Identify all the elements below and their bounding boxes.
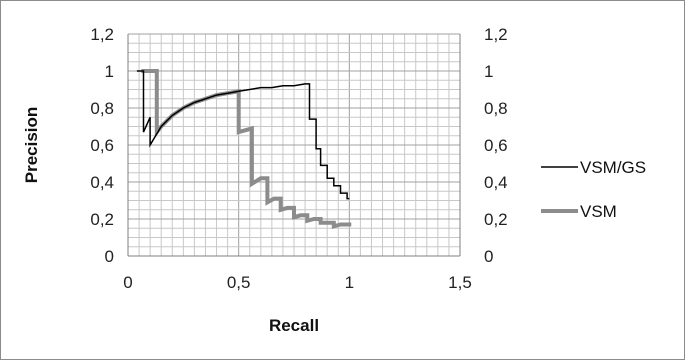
series-line-vsm-gs bbox=[136, 70, 350, 200]
y-tick-label-right: 0,2 bbox=[484, 210, 508, 229]
y-tick-label-left: 0 bbox=[105, 247, 114, 266]
x-tick-label: 1,5 bbox=[448, 273, 472, 292]
y-tick-label-left: 1 bbox=[105, 62, 114, 81]
x-tick-label: 0,5 bbox=[227, 273, 251, 292]
y-tick-label-right: 0,8 bbox=[484, 99, 508, 118]
y-tick-label-left: 0,4 bbox=[90, 173, 114, 192]
y-axis-title: Precision bbox=[22, 107, 41, 184]
series-lines bbox=[136, 69, 352, 230]
y-tick-label-left: 1,2 bbox=[90, 25, 114, 44]
tick-labels: 0 0,5 1 1,5 0 0,2 0,4 0,6 0,8 1 1,2 0 0,2 0,4 0,6 0,8 1 1… bbox=[90, 25, 507, 292]
legend: VSM/GS VSM bbox=[541, 158, 646, 221]
y-tick-label-right: 1,2 bbox=[484, 25, 508, 44]
x-axis-title: Recall bbox=[269, 316, 319, 335]
y-tick-label-right: 1 bbox=[484, 62, 493, 81]
y-tick-label-left: 0,6 bbox=[90, 136, 114, 155]
x-tick-label: 0 bbox=[123, 273, 132, 292]
x-tick-label: 1 bbox=[345, 273, 354, 292]
legend-label-vsm-gs: VSM/GS bbox=[580, 158, 646, 177]
axes bbox=[127, 34, 461, 257]
legend-label-vsm: VSM bbox=[580, 202, 617, 221]
y-tick-label-left: 0,8 bbox=[90, 99, 114, 118]
y-tick-label-left: 0,2 bbox=[90, 210, 114, 229]
y-tick-label-right: 0,4 bbox=[484, 173, 508, 192]
grid bbox=[127, 33, 461, 257]
y-tick-label-right: 0 bbox=[484, 247, 493, 266]
y-tick-label-right: 0,6 bbox=[484, 136, 508, 155]
